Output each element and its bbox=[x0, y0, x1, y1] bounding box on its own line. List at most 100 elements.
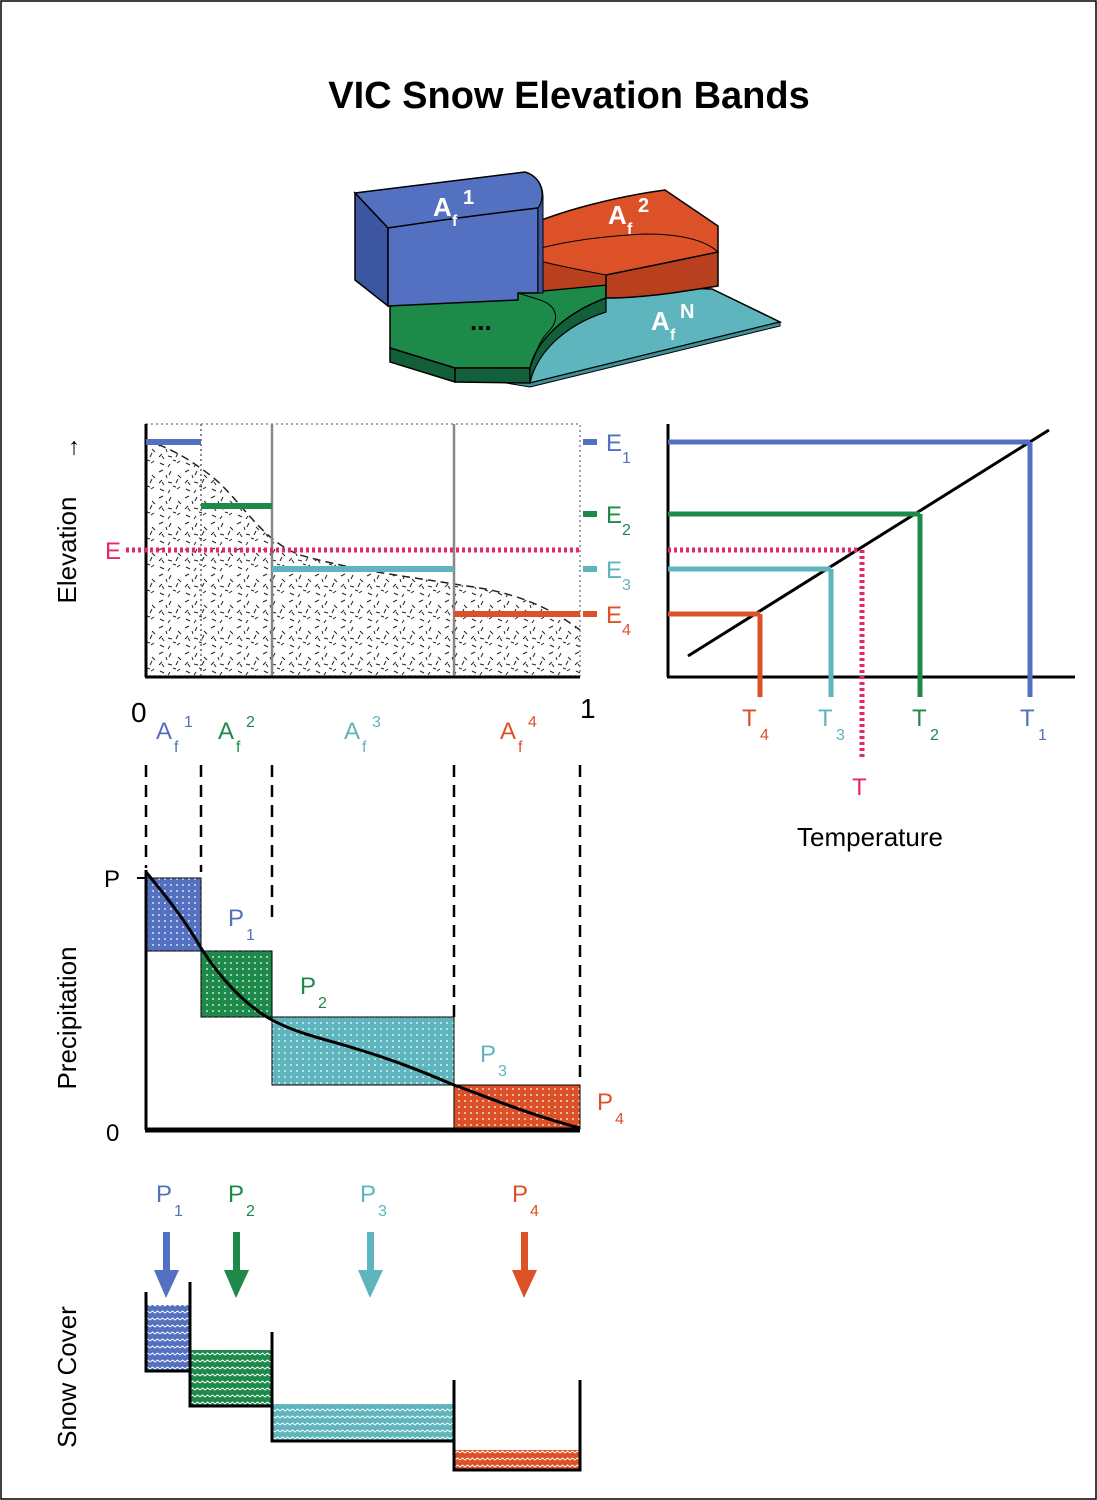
elevation-label-E3: E 3 bbox=[583, 557, 631, 594]
svg-text:2: 2 bbox=[930, 727, 939, 744]
snow-label-P4: P 4 bbox=[512, 1181, 539, 1220]
svg-text:4: 4 bbox=[615, 1111, 624, 1128]
precip-label-P4: P 4 bbox=[597, 1089, 624, 1128]
area-label-3: A f 3 bbox=[344, 714, 381, 756]
svg-text:A: A bbox=[433, 192, 452, 222]
grid-elevation-label: E bbox=[105, 538, 121, 565]
area-label-1: A f 1 bbox=[156, 714, 193, 756]
temp-label-T4: T 4 bbox=[742, 705, 769, 744]
svg-text:P: P bbox=[512, 1181, 528, 1208]
svg-text:P: P bbox=[597, 1089, 613, 1116]
snow-label-P1: P 1 bbox=[156, 1181, 183, 1220]
elevation-label-E2: E 2 bbox=[583, 502, 631, 539]
svg-text:T: T bbox=[818, 705, 833, 732]
svg-text:f: f bbox=[627, 221, 633, 238]
snowpack-band-4 bbox=[454, 1450, 580, 1470]
precip-y-top: P bbox=[104, 866, 120, 893]
elevation-arrow-icon: → bbox=[57, 436, 84, 460]
svg-text:1: 1 bbox=[1038, 727, 1047, 744]
svg-text:E: E bbox=[606, 557, 622, 584]
svg-text:T: T bbox=[742, 705, 757, 732]
svg-text:Elevation: Elevation bbox=[52, 497, 82, 604]
svg-text:f: f bbox=[670, 327, 676, 344]
area-fraction-labels: A f 1 A f 2 A f 3 A f 4 bbox=[156, 714, 537, 756]
snow-label-P3: P 3 bbox=[360, 1181, 387, 1220]
temperature-panel: T 4 T 3 T 2 T 1 T Temperature bbox=[666, 424, 1075, 852]
block-label-3: ... bbox=[470, 306, 492, 336]
svg-text:3: 3 bbox=[372, 714, 381, 731]
svg-text:A: A bbox=[218, 718, 234, 745]
svg-text:2: 2 bbox=[246, 714, 255, 731]
svg-text:4: 4 bbox=[760, 727, 769, 744]
svg-text:4: 4 bbox=[530, 1203, 539, 1220]
svg-text:A: A bbox=[651, 306, 670, 336]
temperature-xlabel: Temperature bbox=[797, 822, 943, 852]
svg-text:f: f bbox=[452, 213, 458, 230]
svg-text:A: A bbox=[608, 200, 627, 230]
svg-text:N: N bbox=[680, 301, 694, 323]
svg-text:3: 3 bbox=[378, 1203, 387, 1220]
block-band-3 bbox=[389, 284, 607, 384]
svg-text:T: T bbox=[1020, 705, 1035, 732]
svg-text:E: E bbox=[606, 502, 622, 529]
svg-text:3: 3 bbox=[836, 727, 845, 744]
snowfall-arrow-icon-1 bbox=[154, 1232, 179, 1298]
page-title: VIC Snow Elevation Bands bbox=[328, 75, 809, 117]
area-axis-end: 1 bbox=[580, 693, 596, 724]
snow-label-P2: P 2 bbox=[228, 1181, 255, 1220]
svg-text:P: P bbox=[228, 905, 244, 932]
area-label-2: A f 2 bbox=[218, 714, 255, 756]
precip-label-P3: P 3 bbox=[480, 1041, 507, 1080]
svg-text:2: 2 bbox=[318, 995, 327, 1012]
svg-text:f: f bbox=[236, 739, 241, 756]
temp-label-T3: T 3 bbox=[818, 705, 845, 744]
svg-text:3: 3 bbox=[498, 1063, 507, 1080]
svg-text:2: 2 bbox=[622, 522, 631, 539]
elevation-band-block: A f 1 A f 2 ... A f N bbox=[353, 171, 783, 388]
hypsometric-curve bbox=[145, 439, 581, 631]
elevation-label-E1: E 1 bbox=[583, 430, 631, 467]
svg-text:f: f bbox=[518, 739, 523, 756]
svg-text:1: 1 bbox=[184, 714, 193, 731]
snowfall-arrow-icon-4 bbox=[512, 1232, 537, 1298]
svg-text:4: 4 bbox=[622, 622, 631, 639]
elevation-label-E4: E 4 bbox=[583, 602, 631, 639]
snowfall-arrow-icon-3 bbox=[358, 1232, 383, 1298]
svg-text:2: 2 bbox=[638, 195, 649, 217]
svg-text:P: P bbox=[228, 1181, 244, 1208]
area-axis-start: 0 bbox=[131, 697, 147, 728]
svg-text:Precipitation: Precipitation bbox=[52, 946, 82, 1089]
band-connectors bbox=[144, 765, 582, 1080]
precip-label-P1: P 1 bbox=[228, 905, 255, 944]
svg-text:f: f bbox=[174, 739, 179, 756]
svg-text:1: 1 bbox=[174, 1203, 183, 1220]
svg-text:E: E bbox=[606, 430, 622, 457]
temp-label-T1: T 1 bbox=[1020, 705, 1047, 744]
svg-text:P: P bbox=[156, 1181, 172, 1208]
elevation-ylabel: Elevation bbox=[52, 497, 82, 604]
precip-box-P2 bbox=[200, 950, 273, 1018]
svg-text:2: 2 bbox=[246, 1203, 255, 1220]
block-label-N: A f N bbox=[651, 301, 694, 344]
svg-text:E: E bbox=[606, 602, 622, 629]
precip-y-bottom: 0 bbox=[106, 1120, 119, 1147]
precip-ylabel: Precipitation bbox=[52, 946, 82, 1089]
svg-text:A: A bbox=[500, 718, 516, 745]
svg-text:1: 1 bbox=[246, 927, 255, 944]
precipitation-panel: P 0 Precipitation P 1 P 2 P 3 P 4 bbox=[52, 866, 624, 1147]
snowpack-band-3 bbox=[272, 1404, 454, 1441]
block-band-1 bbox=[353, 171, 544, 308]
svg-text:3: 3 bbox=[622, 577, 631, 594]
svg-text:P: P bbox=[300, 973, 316, 1000]
precip-label-P2: P 2 bbox=[300, 973, 327, 1012]
area-label-4: A f 4 bbox=[500, 714, 537, 756]
svg-text:1: 1 bbox=[463, 187, 474, 209]
lapse-rate-line bbox=[687, 428, 1050, 658]
precip-curve bbox=[144, 871, 581, 1130]
block-label-2: A f 2 bbox=[608, 195, 649, 238]
snow-ylabel: Snow Cover bbox=[52, 1306, 82, 1448]
precip-box-P1 bbox=[145, 877, 202, 952]
svg-text:Snow Cover: Snow Cover bbox=[52, 1306, 82, 1448]
svg-text:A: A bbox=[344, 718, 360, 745]
elevation-panel: E Elevation → 0 1 bbox=[52, 423, 596, 728]
